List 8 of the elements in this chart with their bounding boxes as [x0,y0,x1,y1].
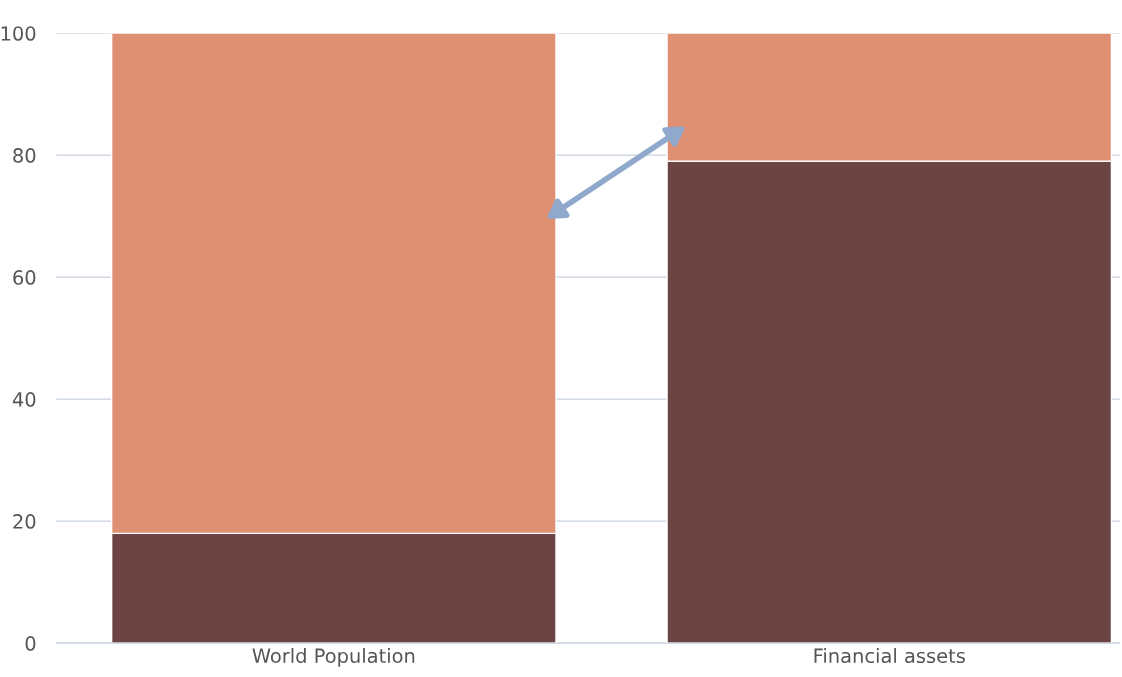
x-tick-label: World Population [252,648,415,667]
x-tick-label: Financial assets [814,648,965,664]
y-tick-label: 20 [13,514,36,529]
y-tick-label: 100 [1,26,36,41]
y-tick-label: 0 [25,636,36,651]
y-tick-label: 80 [13,148,36,163]
y-tick-label: 60 [13,270,36,285]
y-tick-label: 40 [12,392,36,407]
